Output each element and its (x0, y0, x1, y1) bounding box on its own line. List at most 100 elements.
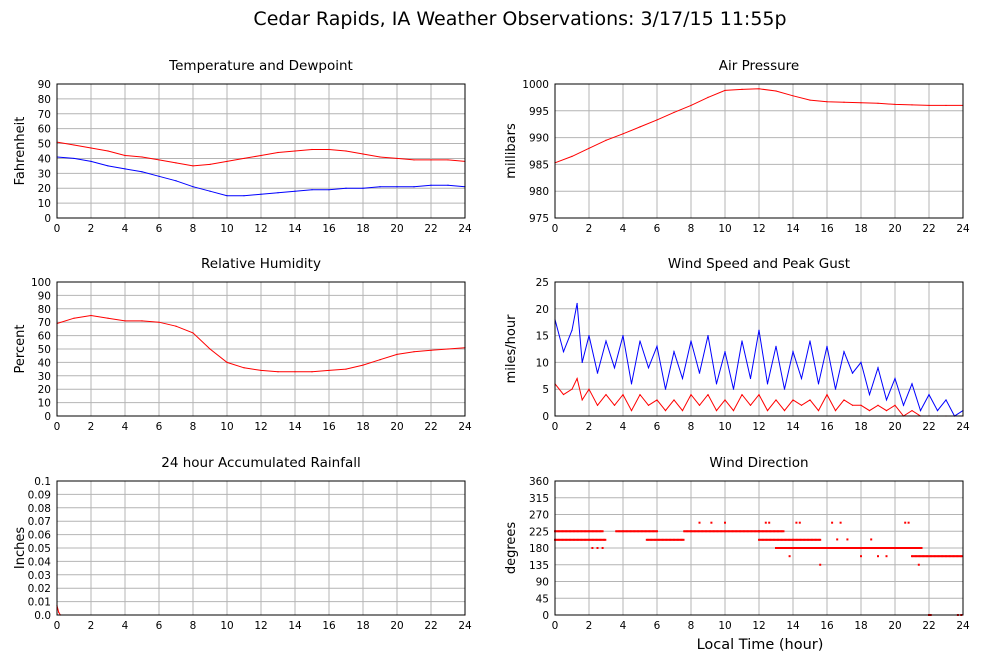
direction-point (954, 555, 957, 558)
direction-point (718, 530, 721, 533)
direction-point (602, 538, 605, 541)
wind-series-0-point (698, 372, 701, 374)
wind-series-1-point (622, 393, 624, 396)
rain-xtick-label: 24 (458, 620, 472, 632)
direction-point (829, 547, 832, 549)
wind-series-1-point (741, 393, 743, 396)
direction-point (583, 530, 586, 533)
wind-series-1-point (817, 410, 820, 412)
direction-point (901, 547, 904, 549)
direction-point (890, 547, 893, 549)
direction-point (830, 547, 833, 549)
direction-point (656, 530, 658, 533)
direction-point (783, 547, 786, 549)
wind-series-1-point (639, 393, 641, 396)
wind-ytick-label: 5 (542, 384, 549, 396)
rain-ytick-label: 0.09 (28, 489, 51, 501)
direction-point (856, 547, 859, 549)
direction-point (670, 538, 673, 541)
direction-point (759, 530, 762, 533)
wind-series-1-point (605, 393, 607, 396)
direction-point (696, 530, 699, 533)
wind-series-0-point (766, 383, 769, 385)
pressure-xtick-label: 20 (888, 223, 901, 235)
direction-point (794, 547, 797, 549)
direction-point (891, 547, 894, 549)
direction-point (687, 530, 690, 533)
direction-point (559, 530, 562, 533)
direction-point (736, 530, 739, 533)
direction-point (786, 538, 789, 541)
direction-point (581, 530, 584, 533)
direction-ytick-label: 135 (529, 560, 549, 572)
direction-point (766, 530, 769, 533)
direction-point (579, 538, 582, 541)
direction-point (785, 538, 788, 541)
humidity-series-0-point (209, 348, 211, 350)
direction-point (776, 547, 779, 549)
direction-point (802, 538, 805, 541)
wind-series-1-point (868, 410, 871, 412)
direction-point (789, 538, 792, 541)
direction-point (817, 547, 820, 549)
direction-point (699, 530, 702, 533)
direction-point (828, 547, 831, 549)
direction-xtick-label: 10 (718, 620, 731, 632)
wind-series-1-point (783, 410, 786, 412)
temp-series-1-point (90, 160, 92, 163)
rain-xtick-label: 6 (156, 620, 163, 632)
direction-point (905, 547, 908, 549)
rain-xtick-label: 2 (88, 620, 95, 632)
direction-point (719, 530, 722, 533)
direction-point (781, 538, 784, 541)
pressure-series-0-point (741, 88, 743, 90)
direction-point (747, 530, 750, 533)
direction-point (631, 530, 634, 533)
direction-xtick-label: 4 (620, 620, 627, 632)
direction-point (645, 530, 648, 533)
rain-frame (56, 480, 466, 616)
direction-point (788, 547, 791, 549)
direction-point (796, 538, 799, 541)
humidity-frame (56, 281, 466, 417)
direction-point (848, 547, 851, 549)
direction-point (642, 530, 645, 533)
temp-frame (56, 83, 466, 219)
humidity-title: Relative Humidity (201, 256, 321, 272)
wind-series-0-point (588, 335, 590, 337)
temp-xtick-label: 6 (156, 223, 163, 235)
wind-ytick-label: 20 (536, 304, 549, 316)
direction-point (852, 547, 855, 549)
direction-point (810, 547, 813, 549)
direction-point (579, 530, 582, 533)
direction-point (663, 538, 666, 541)
direction-point (819, 563, 822, 566)
direction-ytick-label: 315 (529, 493, 549, 505)
rain-series-0-point (58, 611, 60, 613)
direction-point (660, 538, 663, 541)
direction-point (596, 530, 599, 533)
pressure-xtick-label: 12 (752, 223, 765, 235)
direction-point (806, 547, 809, 549)
direction-point (936, 555, 939, 558)
direction-point (772, 538, 775, 541)
temp-series-1-point (294, 190, 296, 192)
wind-xtick-label: 14 (786, 421, 800, 433)
direction-point (675, 538, 678, 541)
rain-ytick-label: 0.07 (28, 516, 51, 528)
direction-point (704, 530, 707, 533)
temp-series-1-point (243, 195, 245, 197)
direction-point (868, 547, 871, 549)
direction-point (908, 547, 911, 549)
direction-point (772, 530, 775, 533)
direction-point (763, 538, 766, 541)
wind-series-0-point (843, 351, 845, 353)
direction-point (826, 547, 829, 549)
humidity-xtick-label: 24 (458, 421, 472, 433)
temp-series-0-point (141, 156, 143, 158)
temp-series-1-point (379, 186, 381, 188)
direction-point (567, 530, 570, 533)
wind-series-0-point (732, 388, 735, 390)
